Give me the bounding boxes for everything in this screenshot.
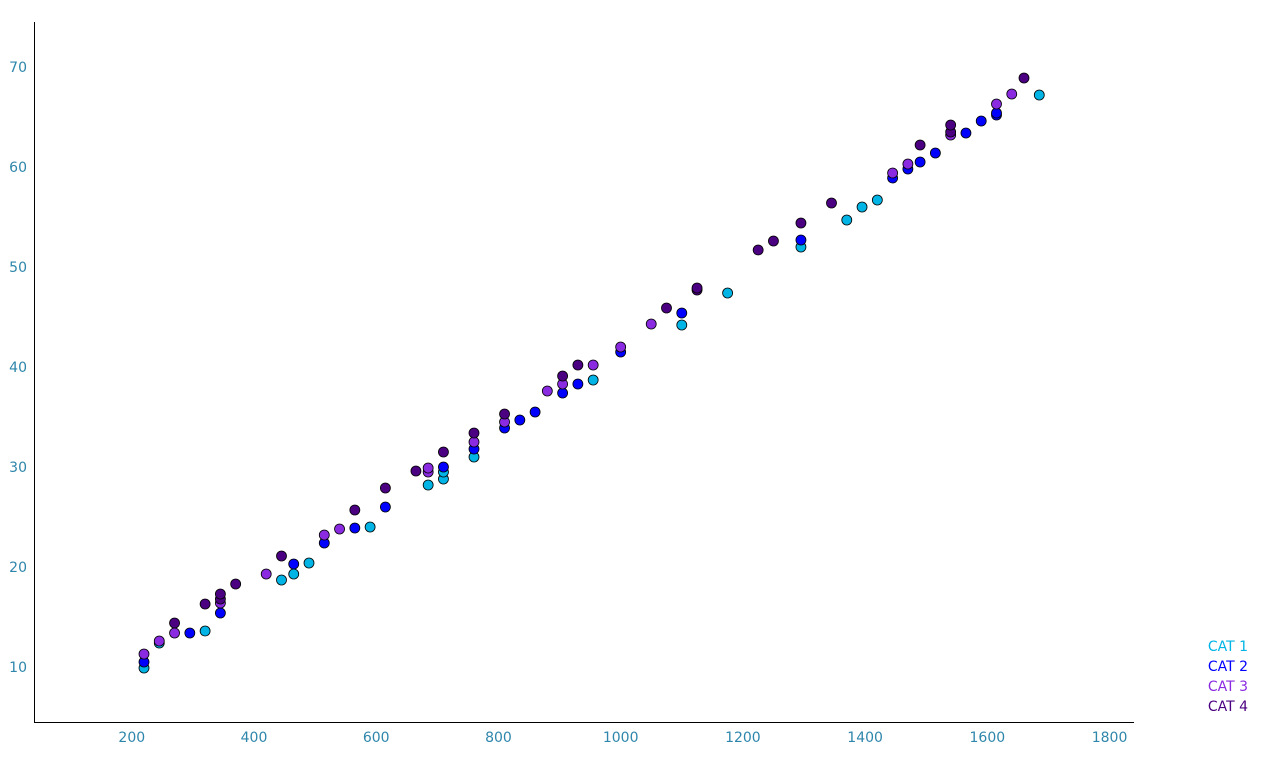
y-tick-label: 50 [9, 260, 27, 276]
data-point [379, 501, 391, 513]
data-point [572, 378, 584, 390]
data-point [795, 234, 807, 246]
data-point [184, 627, 196, 639]
y-tick-label: 10 [9, 660, 27, 676]
data-point [288, 568, 300, 580]
data-point [661, 302, 672, 314]
data-point [214, 607, 226, 619]
data-point [514, 414, 526, 426]
data-point [975, 115, 987, 127]
data-point [349, 522, 361, 534]
data-point [169, 627, 180, 639]
legend-item: CAT 1 [1207, 639, 1248, 655]
data-points [138, 72, 1045, 674]
x-tick-label: 1600 [970, 730, 1006, 746]
data-point [214, 588, 226, 600]
data-point [349, 504, 361, 516]
data-point [557, 370, 569, 382]
data-point [529, 406, 541, 418]
data-point [288, 558, 300, 570]
data-point [276, 550, 287, 562]
data-point [199, 625, 211, 637]
x-tick-label: 1200 [725, 730, 761, 746]
data-point [499, 408, 510, 420]
y-tick-label: 30 [9, 460, 27, 476]
x-tick-label: 200 [118, 730, 145, 746]
data-point [379, 482, 391, 494]
data-point [587, 374, 599, 386]
data-point [199, 598, 211, 610]
data-point [871, 194, 883, 206]
data-point [303, 557, 315, 569]
x-tick-labels: 200 400 600 800 1000 1200 1400 1600 1800 [118, 730, 1127, 746]
data-point [768, 235, 779, 247]
data-point [841, 214, 853, 226]
data-point [276, 574, 287, 586]
series-2 [138, 107, 1002, 668]
x-tick-label: 1400 [847, 730, 883, 746]
data-point [318, 529, 330, 541]
data-point [887, 167, 899, 179]
data-point [572, 359, 584, 371]
y-tick-label: 20 [9, 560, 27, 576]
data-point [438, 446, 449, 458]
data-point [914, 139, 926, 151]
x-tick-label: 400 [241, 730, 268, 746]
series-1 [138, 89, 1045, 674]
data-point [230, 578, 242, 590]
data-point [1033, 89, 1045, 101]
x-tick-label: 600 [363, 730, 390, 746]
data-point [691, 282, 703, 294]
data-point [1018, 72, 1030, 84]
legend-item: CAT 4 [1207, 699, 1248, 715]
data-point [960, 127, 972, 139]
data-point [676, 307, 688, 319]
x-tick-label: 1000 [603, 730, 639, 746]
data-point [468, 436, 480, 448]
legend-item: CAT 2 [1207, 659, 1248, 675]
data-point [615, 341, 627, 353]
data-point [138, 648, 150, 660]
data-point [795, 217, 807, 229]
data-point [752, 244, 764, 256]
data-point [991, 107, 1002, 119]
data-point [541, 385, 553, 397]
y-tick-label: 70 [9, 60, 27, 76]
data-point [422, 479, 434, 491]
data-point [645, 318, 657, 330]
series-4 [169, 72, 1030, 629]
y-tick-label: 60 [9, 160, 27, 176]
data-point [826, 197, 837, 209]
data-point [422, 462, 434, 474]
y-tick-label: 40 [9, 360, 27, 376]
x-tick-label: 800 [485, 730, 512, 746]
x-tick-label: 1800 [1092, 730, 1128, 746]
data-point [945, 119, 957, 131]
data-point [557, 387, 569, 399]
data-point [438, 461, 449, 473]
data-point [169, 617, 180, 629]
data-point [902, 158, 914, 170]
legend-item: CAT 3 [1207, 679, 1248, 695]
y-tick-labels: 10 20 30 40 50 60 70 [9, 60, 27, 676]
series-3 [138, 88, 1018, 660]
data-point [914, 156, 926, 168]
data-point [676, 319, 688, 331]
legend: CAT 1 CAT 2 CAT 3 CAT 4 [1208, 637, 1248, 717]
data-point [722, 287, 734, 299]
data-point [364, 521, 376, 533]
data-point [468, 427, 480, 439]
data-point [856, 201, 868, 213]
data-point [153, 635, 165, 647]
data-point [334, 523, 345, 535]
data-point [929, 147, 941, 159]
data-point [410, 465, 422, 477]
data-point [587, 359, 599, 371]
data-point [260, 568, 272, 580]
data-point [1006, 88, 1018, 100]
data-point [991, 98, 1002, 110]
